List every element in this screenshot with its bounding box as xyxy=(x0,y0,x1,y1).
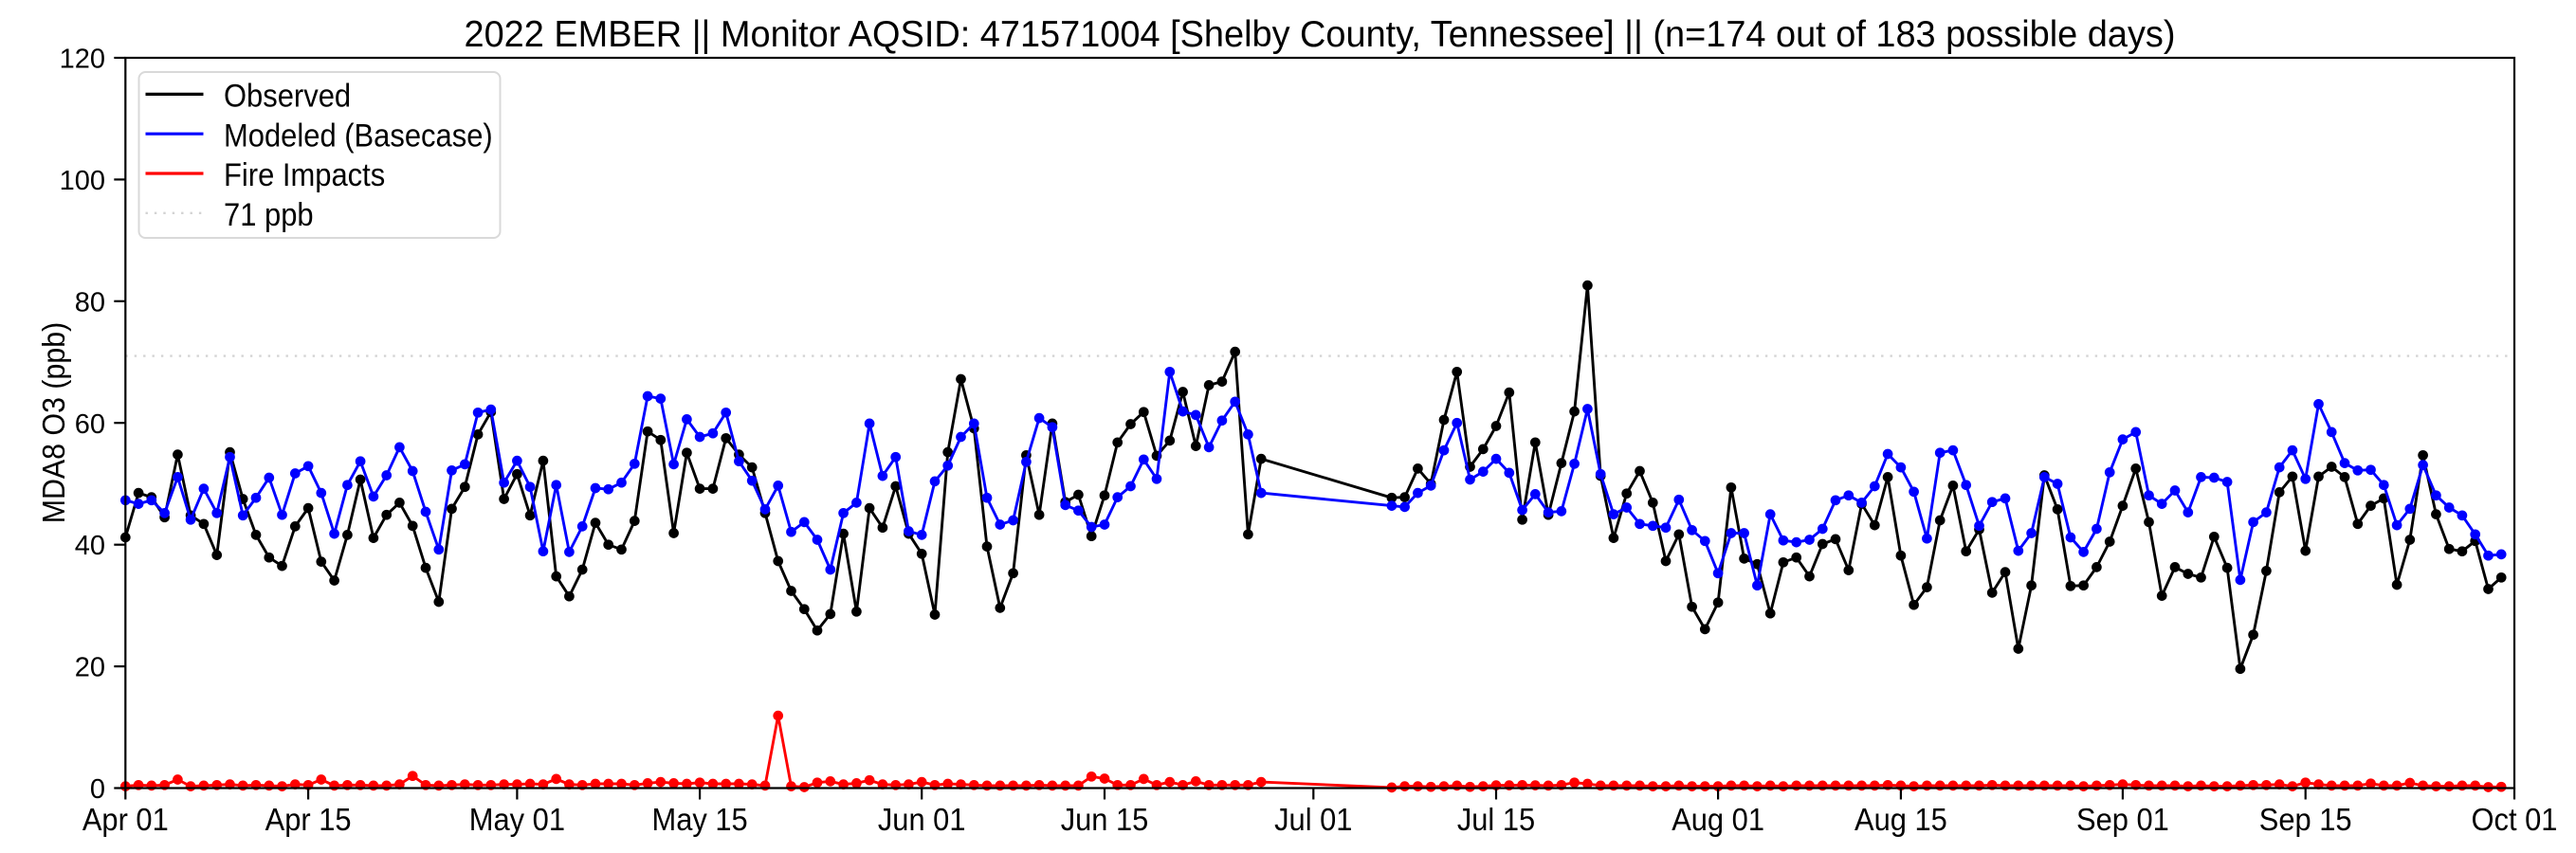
svg-text:120: 120 xyxy=(60,45,105,75)
svg-text:20: 20 xyxy=(75,653,105,683)
svg-text:Oct 01: Oct 01 xyxy=(2472,802,2558,837)
svg-text:71 ppb: 71 ppb xyxy=(224,197,314,233)
svg-text:Apr 15: Apr 15 xyxy=(265,802,352,837)
svg-text:Jun 15: Jun 15 xyxy=(1061,802,1149,837)
svg-text:Aug 01: Aug 01 xyxy=(1672,802,1764,837)
svg-text:60: 60 xyxy=(75,409,105,440)
svg-text:Jul 15: Jul 15 xyxy=(1457,802,1535,837)
svg-text:MDA8 O3 (ppb): MDA8 O3 (ppb) xyxy=(36,322,71,524)
svg-text:Jul 01: Jul 01 xyxy=(1274,802,1352,837)
svg-text:Jun 01: Jun 01 xyxy=(878,802,966,837)
svg-text:2022 EMBER || Monitor AQSID: 4: 2022 EMBER || Monitor AQSID: 471571004 [… xyxy=(465,14,2176,55)
svg-text:Sep 01: Sep 01 xyxy=(2076,802,2169,837)
svg-text:Observed: Observed xyxy=(224,79,351,115)
svg-text:0: 0 xyxy=(90,774,105,805)
svg-text:Apr 01: Apr 01 xyxy=(82,802,169,837)
svg-text:May 01: May 01 xyxy=(469,802,565,837)
svg-text:80: 80 xyxy=(75,287,105,318)
svg-text:Aug 15: Aug 15 xyxy=(1854,802,1947,837)
svg-text:Fire Impacts: Fire Impacts xyxy=(224,157,385,193)
svg-text:Modeled (Basecase): Modeled (Basecase) xyxy=(224,118,493,154)
svg-text:May 15: May 15 xyxy=(652,802,748,837)
svg-text:40: 40 xyxy=(75,531,105,561)
svg-text:Sep 15: Sep 15 xyxy=(2259,802,2352,837)
svg-text:100: 100 xyxy=(60,166,105,196)
